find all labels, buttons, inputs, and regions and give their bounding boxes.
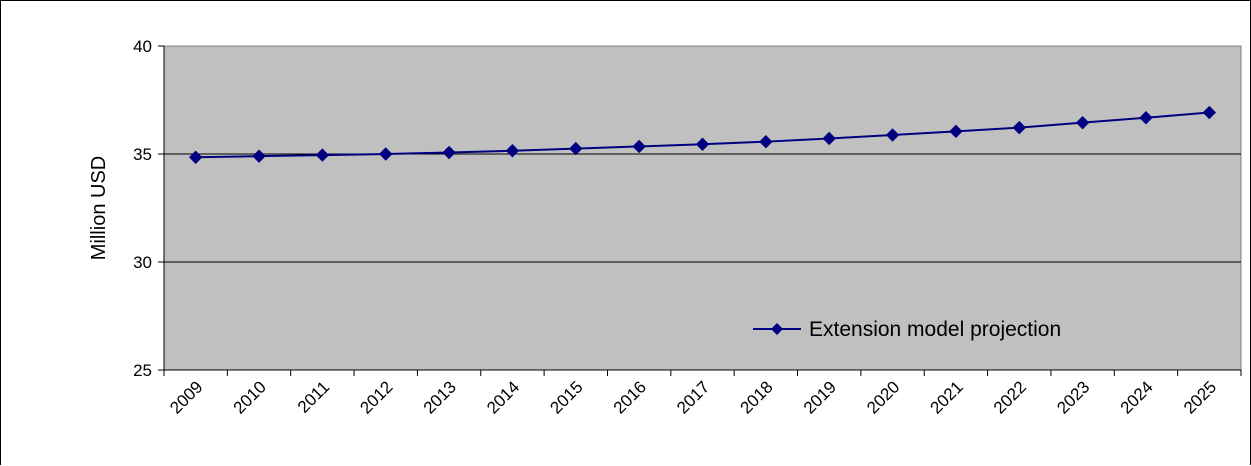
y-tick-label: 35 [133, 145, 152, 164]
x-tick-label: 2014 [483, 377, 523, 417]
data-point-2022 [1012, 120, 1026, 135]
x-tick-label: 2019 [800, 377, 840, 417]
x-tick-label: 2012 [356, 377, 396, 417]
data-point-2018 [759, 134, 773, 149]
data-point-2023 [1075, 115, 1090, 130]
x-tick-label: 2017 [673, 377, 713, 417]
data-point-2024 [1139, 111, 1153, 125]
data-point-2009 [188, 150, 203, 164]
x-tick-label: 2010 [230, 377, 270, 417]
data-point-2021 [949, 124, 963, 139]
x-tick-label: 2025 [1180, 377, 1220, 417]
x-tick-label: 2023 [1053, 377, 1093, 417]
x-tick-label: 2018 [736, 377, 776, 417]
data-point-2013 [442, 145, 456, 160]
x-tick-label: 2009 [166, 377, 206, 417]
plot-area [163, 45, 1242, 371]
data-point-2010 [252, 149, 266, 163]
x-tick-label: 2021 [927, 377, 967, 417]
x-tick-label: 2016 [610, 377, 650, 417]
x-tick-label: 2015 [546, 377, 586, 417]
series-layer [188, 105, 1217, 164]
data-point-2015 [569, 141, 583, 156]
x-tick-label: 2022 [990, 377, 1030, 417]
x-tick-label: 2020 [863, 377, 903, 417]
data-point-2020 [885, 128, 900, 142]
legend: Extension model projection [753, 318, 1061, 341]
y-tick-label: 30 [133, 253, 152, 272]
y-tick-label: 25 [133, 361, 152, 380]
data-point-2017 [695, 137, 710, 151]
y-tick-label: 40 [133, 37, 152, 56]
legend-marker-icon [771, 323, 783, 335]
x-tick-label: 2011 [294, 377, 333, 416]
data-point-2019 [822, 131, 836, 146]
x-tick-label: 2024 [1117, 377, 1157, 417]
x-tick-label: 2013 [420, 377, 460, 417]
data-point-2025 [1202, 105, 1217, 120]
data-point-2016 [632, 139, 646, 154]
y-axis-title: Million USD [88, 156, 110, 260]
data-point-2012 [379, 147, 393, 161]
data-point-2014 [505, 144, 520, 158]
legend-label: Extension model projection [809, 318, 1061, 341]
data-point-2011 [315, 148, 330, 162]
